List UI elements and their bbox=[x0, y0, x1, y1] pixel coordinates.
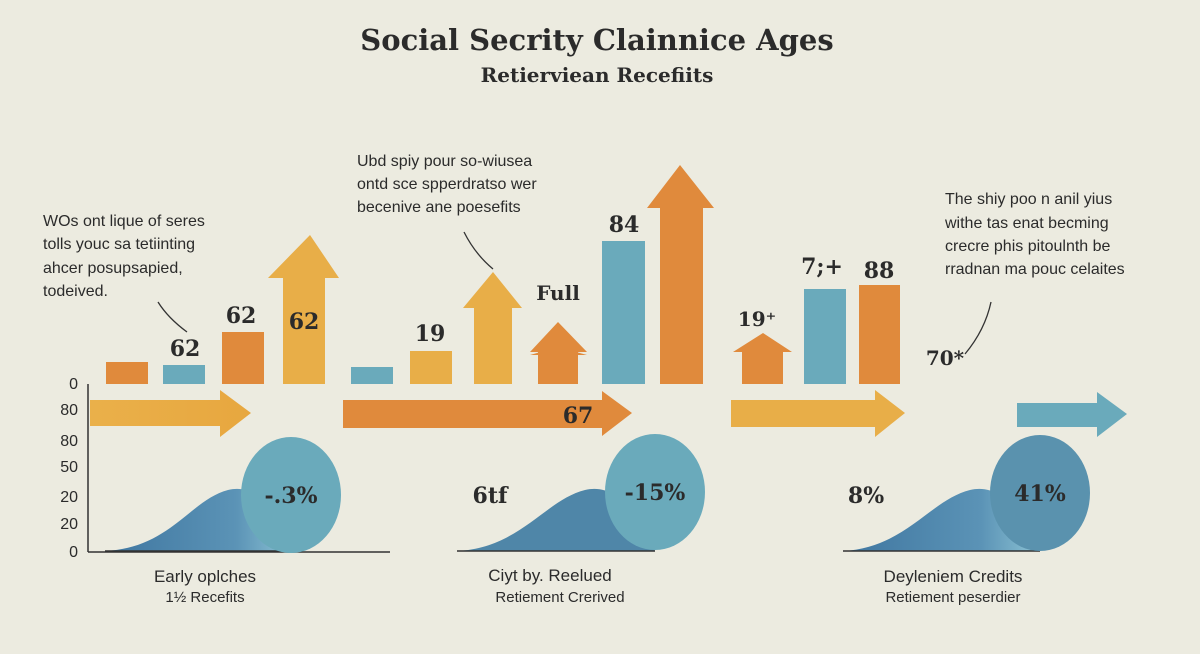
y-axis-ticks: 0 80 80 50 20 20 0 bbox=[60, 376, 78, 561]
note-left: WOs ont lique of seres tolls youc sa tet… bbox=[43, 213, 205, 300]
svg-text:62: 62 bbox=[170, 336, 201, 362]
svg-text:0: 0 bbox=[69, 376, 78, 393]
arrow-up-icon bbox=[530, 322, 587, 384]
arrow-right-icon bbox=[1017, 392, 1127, 437]
svg-text:62: 62 bbox=[289, 309, 320, 335]
bar-blue-4 bbox=[804, 289, 846, 384]
arrow-up-icon bbox=[647, 165, 714, 384]
arrow-up-icon bbox=[733, 333, 792, 384]
bell-curve bbox=[457, 488, 655, 551]
caption-line-2: 1½ Recefits bbox=[165, 589, 244, 606]
svg-text:withe tas enat becming: withe tas enat becming bbox=[944, 215, 1109, 232]
caption-line-2: Retiement peserdier bbox=[885, 589, 1020, 606]
bell-curve bbox=[843, 488, 1040, 551]
svg-text:19: 19 bbox=[415, 321, 446, 347]
arrow-up-icon bbox=[463, 272, 522, 384]
svg-text:tolls youc sa tetiinting: tolls youc sa tetiinting bbox=[43, 236, 195, 253]
svg-text:70*: 70* bbox=[926, 346, 965, 370]
callout-line-middle bbox=[463, 231, 494, 270]
svg-text:Ubd spiy pour so-wiusea: Ubd spiy pour so-wiusea bbox=[357, 153, 532, 170]
circle-value: 41% bbox=[1014, 481, 1066, 507]
svg-text:50: 50 bbox=[60, 459, 78, 476]
svg-text:Full: Full bbox=[536, 281, 580, 305]
circle-value: -.3% bbox=[264, 483, 317, 509]
svg-text:The shiy poo n anil yius: The shiy poo n anil yius bbox=[945, 191, 1112, 208]
percent-circle bbox=[990, 435, 1090, 551]
note-middle: Ubd spiy pour so-wiusea ontd sce spperdr… bbox=[357, 153, 537, 216]
svg-text:84: 84 bbox=[609, 212, 640, 238]
percent-circle bbox=[241, 437, 341, 553]
svg-text:crecre phis pitoulnth be: crecre phis pitoulnth be bbox=[945, 238, 1111, 255]
section-delayed: 8% 41% Deyleniem Credits Retiement peser… bbox=[843, 435, 1090, 606]
arrow-right-icon bbox=[343, 391, 632, 436]
bar-yellow-2 bbox=[410, 351, 452, 384]
caption-line-1: Deyleniem Credits bbox=[884, 567, 1023, 586]
section-full: 6tf -15% Ciyt by. Reelued Retiement Crer… bbox=[457, 434, 705, 606]
bar-orange-2 bbox=[222, 332, 264, 384]
percent-circle bbox=[605, 434, 705, 550]
bar-orange-1 bbox=[106, 362, 148, 384]
bar-blue-1 bbox=[163, 365, 205, 384]
callout-line-right bbox=[964, 301, 992, 355]
page-subtitle: Retierviean Recefiits bbox=[481, 63, 714, 87]
svg-text:19⁺: 19⁺ bbox=[738, 307, 776, 331]
timeline-label: 67 bbox=[563, 403, 594, 429]
note-right: The shiy poo n anil yius withe tas enat … bbox=[944, 191, 1125, 278]
caption-line-2: Retiement Crerived bbox=[495, 589, 624, 606]
caption-line-1: Ciyt by. Reelued bbox=[488, 566, 611, 585]
section-early: -.3% Early oplches 1½ Recefits bbox=[105, 437, 341, 606]
circle-value: -15% bbox=[625, 480, 686, 506]
arrow-right-icon bbox=[90, 390, 251, 437]
bar-group bbox=[106, 165, 900, 384]
svg-text:80: 80 bbox=[60, 433, 78, 450]
svg-text:62: 62 bbox=[226, 303, 257, 329]
svg-text:0: 0 bbox=[69, 544, 78, 561]
callout-line-left bbox=[157, 301, 188, 333]
bar-blue-3 bbox=[602, 241, 645, 384]
svg-text:todeived.: todeived. bbox=[43, 283, 108, 300]
svg-text:rradnan ma pouc celaites: rradnan ma pouc celaites bbox=[945, 261, 1125, 278]
side-label: 8% bbox=[848, 483, 884, 509]
svg-text:7;+: 7;+ bbox=[801, 254, 843, 280]
svg-text:WOs ont lique of seres: WOs ont lique of seres bbox=[43, 213, 205, 230]
bar-blue-2 bbox=[351, 367, 393, 384]
svg-text:80: 80 bbox=[60, 402, 78, 419]
svg-text:becenive ane poesefits: becenive ane poesefits bbox=[357, 199, 521, 216]
caption-line-1: Early oplches bbox=[154, 567, 256, 586]
svg-text:ontd sce spperdratso wer: ontd sce spperdratso wer bbox=[357, 176, 537, 193]
svg-text:20: 20 bbox=[60, 489, 78, 506]
side-label: 6tf bbox=[473, 483, 509, 509]
timeline: 67 bbox=[90, 390, 1127, 437]
svg-text:ahcer posupsapied,: ahcer posupsapied, bbox=[43, 260, 183, 277]
svg-text:20: 20 bbox=[60, 516, 78, 533]
arrow-up-icon bbox=[268, 235, 339, 384]
page-title: Social Secrity Clainnice Ages bbox=[360, 23, 833, 57]
svg-text:88: 88 bbox=[864, 258, 895, 284]
bar-labels: 62 62 62 19 Full 84 19⁺ 7;+ 88 70* bbox=[170, 212, 965, 370]
arrow-right-icon bbox=[731, 390, 905, 437]
bar-orange-4 bbox=[859, 285, 900, 384]
